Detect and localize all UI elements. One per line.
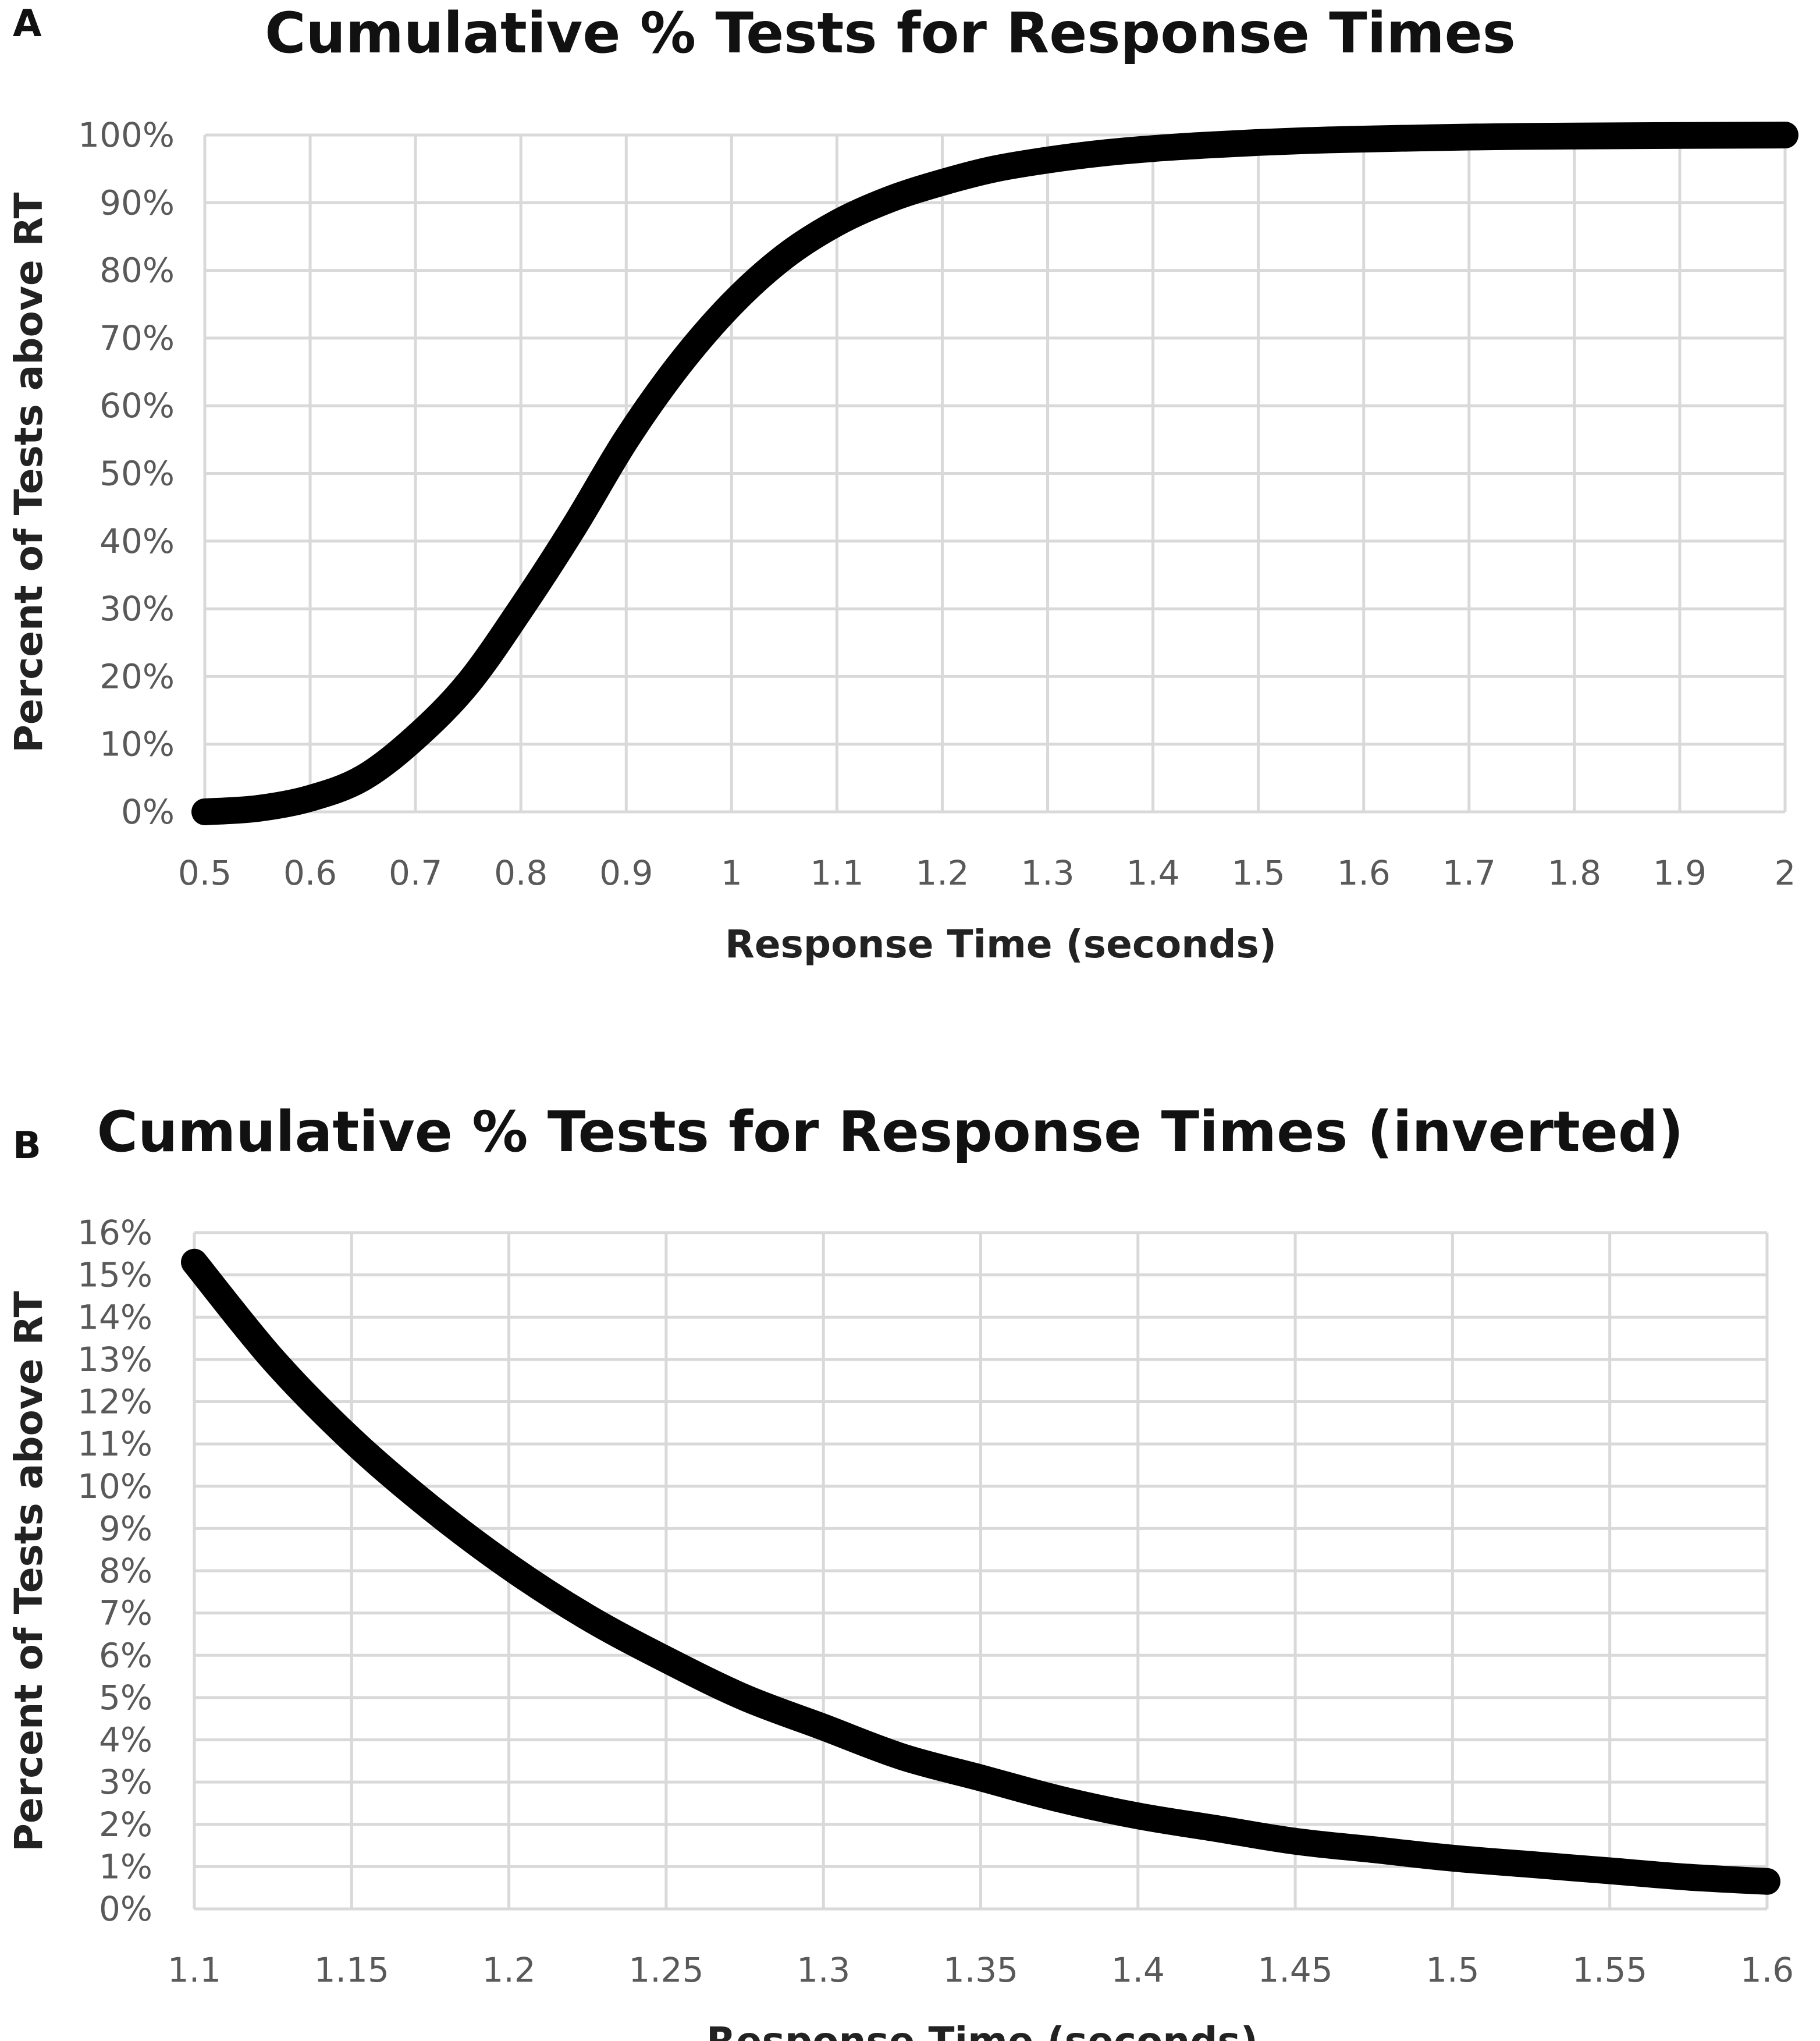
chart-b-series-line	[181, 1248, 1780, 1895]
chart-a-x-tick-label: 1.4	[1126, 853, 1179, 893]
chart-b-y-tick-label: 5%	[99, 1678, 152, 1717]
chart-a-y-tick-label: 40%	[99, 521, 175, 561]
chart-a-x-tick-label: 0.9	[599, 853, 653, 893]
chart-a-x-ticks: 0.5 0.6 0.7 0.8 0.9 1 1.1 1.2 1.3 1.4 1.5 1.6 1.7 1.8…	[178, 853, 1796, 893]
chart-a-y-tick-label: 90%	[99, 183, 175, 222]
chart-b-y-tick-label: 16%	[77, 1213, 152, 1252]
chart-a-x-tick-label: 0.7	[389, 853, 442, 893]
chart-a-x-tick-label: 1.6	[1337, 853, 1391, 893]
chart-a-x-tick-label: 1.1	[810, 853, 863, 893]
chart-b-x-tick-label: 1.2	[482, 1950, 535, 1990]
chart-a-x-tick-label: 1.2	[915, 853, 969, 893]
chart-a-x-tick-label: 1.8	[1548, 853, 1601, 893]
chart-b-y-tick-label: 0%	[99, 1889, 152, 1929]
chart-a-x-tick-label: 1.5	[1232, 853, 1285, 893]
chart-a-x-tick-label: 0.5	[178, 853, 232, 893]
chart-a-y-tick-label: 20%	[99, 656, 175, 696]
chart-b-y-tick-label: 6%	[99, 1635, 152, 1675]
chart-b-y-tick-label: 14%	[77, 1297, 152, 1337]
chart-a-y-tick-label: 10%	[99, 725, 175, 764]
chart-a-x-tick-label: 0.8	[494, 853, 548, 893]
chart-b-x-tick-label: 1.55	[1572, 1950, 1647, 1990]
chart-a-gridlines	[203, 133, 1787, 814]
chart-b-x-tick-label: 1.1	[168, 1950, 221, 1990]
panel-letter-a: A	[13, 2, 42, 45]
panel-letter-b: B	[13, 1124, 41, 1167]
chart-b-x-tick-label: 1.4	[1111, 1950, 1165, 1990]
chart-panel-b: B Cumulative % Tests for Response Times …	[6, 1099, 1794, 2041]
chart-b-x-tick-label: 1.6	[1740, 1950, 1794, 1990]
chart-a-y-tick-label: 60%	[99, 386, 175, 425]
chart-b-x-axis-label: Response Time (seconds)	[706, 2019, 1258, 2041]
chart-a-y-tick-label: 70%	[99, 318, 175, 358]
chart-a-y-tick-label: 100%	[78, 115, 175, 155]
chart-b-x-tick-label: 1.3	[797, 1950, 850, 1990]
chart-b-series	[181, 1248, 1780, 1895]
chart-a-x-axis-label: Response Time (seconds)	[725, 922, 1277, 967]
chart-b-x-tick-label: 1.45	[1258, 1950, 1333, 1990]
chart-b-y-tick-label: 9%	[99, 1508, 152, 1548]
chart-b-y-tick-label: 7%	[99, 1593, 152, 1633]
chart-a-x-tick-label: 1	[721, 853, 742, 893]
chart-b-y-tick-label: 11%	[77, 1424, 152, 1464]
chart-a-x-tick-label: 1.7	[1442, 853, 1496, 893]
chart-a-y-tick-label: 30%	[99, 589, 175, 629]
chart-b-y-tick-label: 3%	[99, 1762, 152, 1802]
chart-b-x-tick-label: 1.5	[1426, 1950, 1479, 1990]
chart-a-y-ticks: 0% 10% 20% 30% 40% 50% 60% 70% 80% 90% 100%	[78, 115, 175, 832]
chart-panel-a: A Cumulative % Tests for Response Times …	[6, 1, 1798, 967]
chart-b-x-tick-label: 1.25	[628, 1950, 703, 1990]
chart-b-y-tick-label: 8%	[99, 1551, 152, 1591]
chart-a-x-tick-label: 1.9	[1653, 853, 1707, 893]
chart-a-title: Cumulative % Tests for Response Times	[265, 1, 1516, 66]
chart-b-y-tick-label: 12%	[77, 1382, 152, 1422]
chart-b-y-tick-label: 4%	[99, 1720, 152, 1760]
chart-b-y-tick-label: 10%	[77, 1467, 152, 1506]
chart-a-series-line	[191, 122, 1798, 825]
chart-a-x-tick-label: 1.3	[1021, 853, 1074, 893]
chart-a-y-tick-label: 0%	[121, 792, 175, 832]
chart-b-y-tick-label: 2%	[99, 1805, 152, 1844]
chart-b-title: Cumulative % Tests for Response Times (i…	[97, 1099, 1684, 1165]
chart-b-x-tick-label: 1.15	[314, 1950, 389, 1990]
chart-b-y-tick-label: 15%	[77, 1255, 152, 1295]
chart-b-y-tick-label: 13%	[77, 1340, 152, 1379]
chart-a-x-tick-label: 0.6	[283, 853, 337, 893]
chart-a-series	[191, 122, 1798, 825]
chart-a-y-tick-label: 50%	[99, 454, 175, 494]
chart-a-x-tick-label: 2	[1775, 853, 1796, 893]
chart-b-x-tick-label: 1.35	[943, 1950, 1018, 1990]
chart-b-x-ticks: 1.1 1.15 1.2 1.25 1.3 1.35 1.4 1.45 1.5 1.55 1.6	[168, 1950, 1794, 1990]
chart-b-y-ticks: 0%1%2%3%4%5%6%7%8%9%10%11%12%13%14%15%16…	[77, 1213, 152, 1929]
chart-b-y-axis-label: Percent of Tests above RT	[6, 1291, 51, 1852]
chart-a-y-tick-label: 80%	[99, 251, 175, 290]
chart-a-y-axis-label: Percent of Tests above RT	[6, 193, 51, 753]
chart-b-y-tick-label: 1%	[99, 1847, 152, 1886]
